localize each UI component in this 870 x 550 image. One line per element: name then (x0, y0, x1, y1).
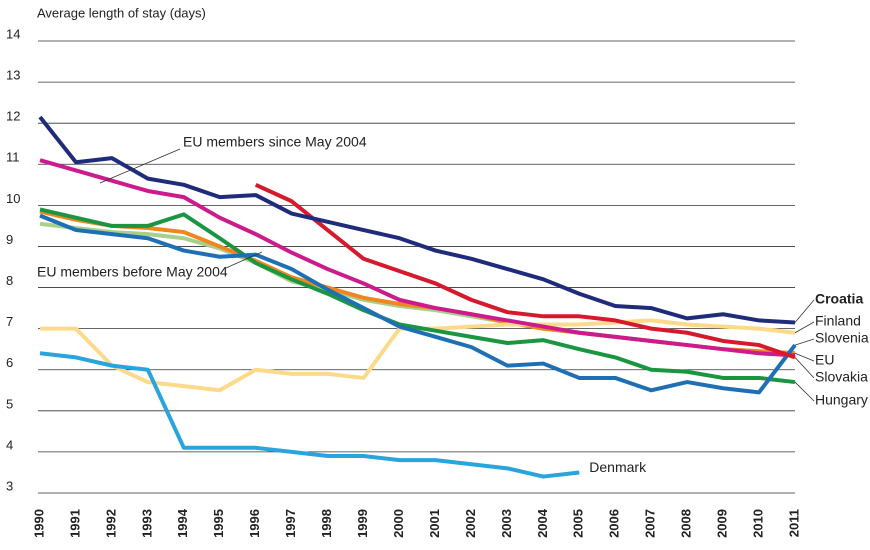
series-line (39, 351, 580, 479)
leader-line (794, 352, 815, 362)
leader-line (225, 251, 263, 269)
y-tick-label: 5 (6, 396, 13, 411)
x-tick-label: 2009 (715, 509, 730, 538)
series-line (254, 182, 796, 360)
x-tick-label: 1992 (103, 509, 118, 538)
annotation: EU members before May 2004 (37, 264, 228, 280)
y-tick-label: 11 (6, 150, 20, 165)
leader-line (794, 381, 815, 402)
x-tick-label: 2010 (750, 509, 765, 538)
y-tick-label: 7 (6, 314, 13, 329)
x-tick-label: 2001 (427, 509, 442, 538)
y-tick-label: 9 (6, 232, 13, 247)
x-tick-label: 2007 (643, 509, 658, 538)
y-tick-label: 4 (6, 437, 13, 452)
series-line (39, 158, 796, 358)
leader-line (794, 357, 815, 379)
legend-label: Slovenia (815, 330, 869, 346)
x-tick-label: 2003 (499, 509, 514, 538)
x-tick-label: 1997 (283, 509, 298, 538)
y-tick-label: 12 (6, 109, 20, 124)
x-tick-label: 2002 (463, 509, 478, 538)
x-tick-label: 2005 (571, 509, 586, 538)
x-tick-label: 1999 (355, 509, 370, 538)
legend-label: Denmark (589, 459, 647, 475)
legend-label: Finland (815, 313, 861, 329)
y-tick-label: 3 (6, 478, 13, 493)
leader-line (794, 321, 815, 334)
y-axis-title: Average length of stay (days) (37, 5, 206, 20)
series-line (39, 207, 796, 385)
x-tick-label: 1996 (247, 509, 262, 538)
leader-line (99, 148, 181, 184)
y-tick-label: 13 (6, 68, 20, 83)
y-tick-label: 6 (6, 355, 13, 370)
series-line (38, 115, 796, 325)
legend-label: Croatia (815, 291, 863, 307)
x-tick-label: 2004 (535, 508, 550, 538)
leader-line (794, 338, 815, 346)
x-tick-label: 1995 (211, 509, 226, 538)
annotation: EU members since May 2004 (183, 134, 367, 150)
y-tick-label: 10 (6, 191, 20, 206)
x-tick-label: 1994 (175, 508, 190, 538)
leader-line (794, 299, 815, 323)
series-line (39, 213, 797, 395)
x-tick-label: 2006 (607, 509, 622, 538)
x-tick-label: 1990 (31, 509, 46, 538)
legend-label: EU (815, 352, 834, 368)
x-tick-label: 2011 (786, 509, 801, 537)
x-tick-label: 2008 (679, 509, 694, 538)
y-tick-label: 14 (6, 26, 20, 41)
x-tick-label: 1993 (139, 509, 154, 538)
legend-label: Hungary (815, 392, 868, 408)
x-tick-label: 2000 (391, 509, 406, 538)
y-tick-label: 8 (6, 273, 13, 288)
x-tick-label: 1991 (67, 509, 82, 538)
legend-label: Slovakia (815, 369, 868, 385)
x-tick-label: 1998 (319, 509, 334, 538)
